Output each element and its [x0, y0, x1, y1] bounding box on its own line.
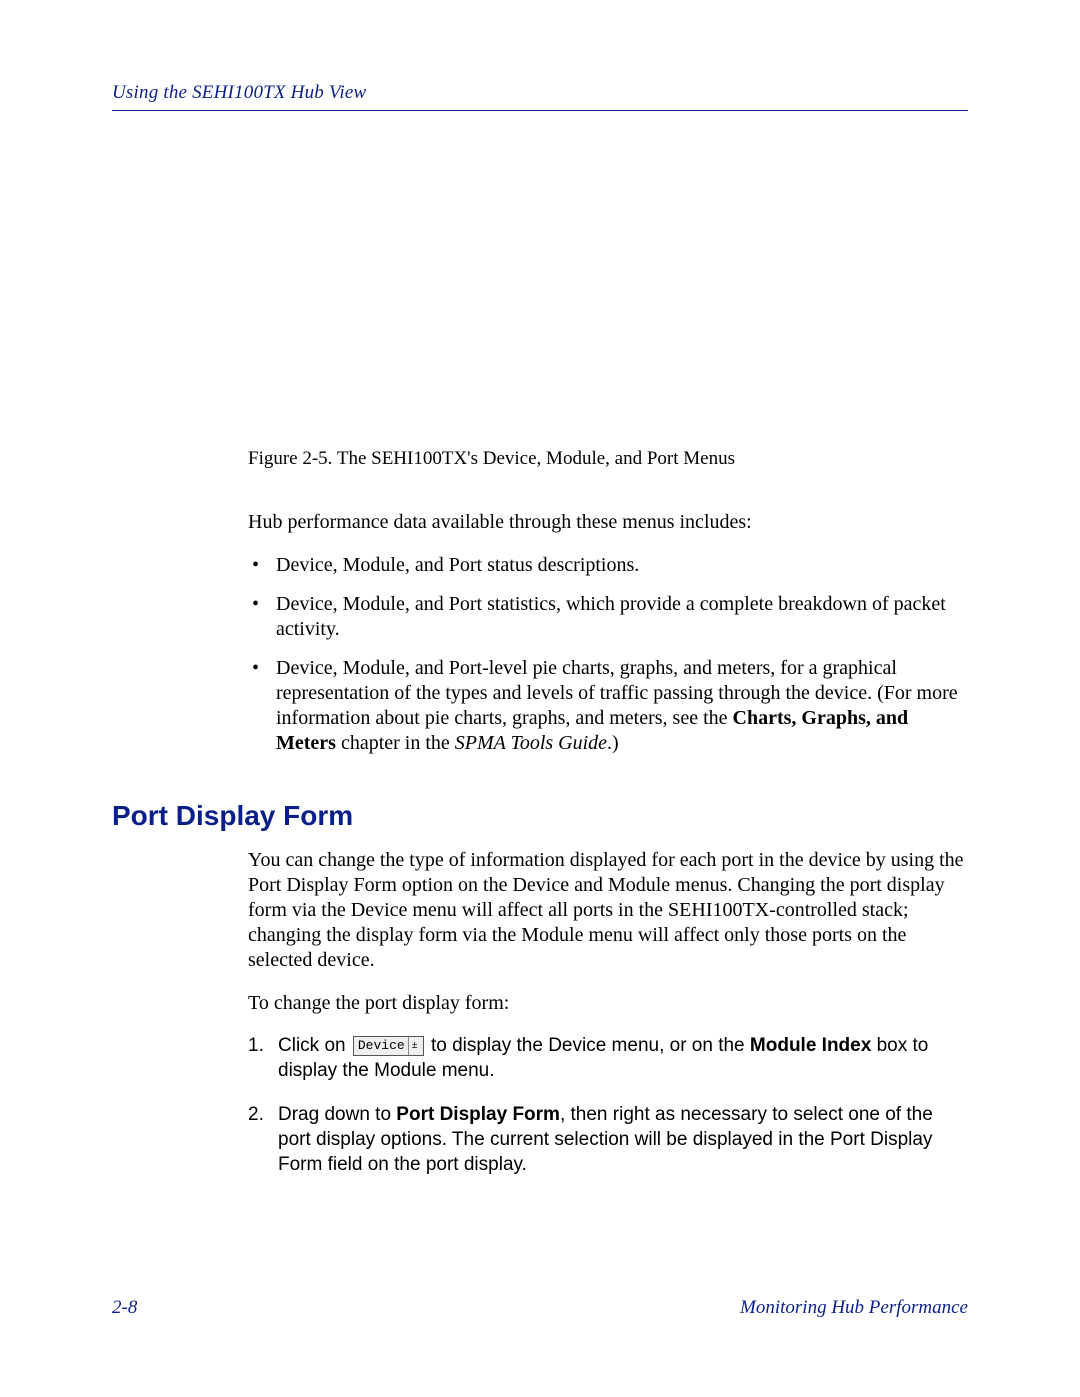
list-item: Device, Module, and Port-level pie chart…	[248, 656, 968, 756]
ordered-steps: Click on Device± to display the Device m…	[248, 1034, 968, 1177]
bullet-text: Device, Module, and Port statistics, whi…	[276, 593, 946, 640]
bullet-italic: SPMA Tools Guide	[455, 732, 607, 754]
intro-line: Hub performance data available through t…	[248, 510, 968, 535]
step-text: to display the Device menu, or on the	[426, 1035, 750, 1056]
list-item: Device, Module, and Port statistics, whi…	[248, 592, 968, 642]
step-bold: Port Display Form	[396, 1104, 560, 1125]
footer-title: Monitoring Hub Performance	[740, 1297, 968, 1319]
running-head: Using the SEHI100TX Hub View	[112, 82, 968, 104]
step-text: Drag down to	[278, 1104, 396, 1125]
paragraph: To change the port display form:	[248, 991, 968, 1016]
bullet-text: Device, Module, and Port status descript…	[276, 554, 639, 576]
bullet-text: .)	[607, 732, 619, 754]
document-page: Using the SEHI100TX Hub View Figure 2-5.…	[0, 0, 1080, 1397]
steps-block: Click on Device± to display the Device m…	[248, 1034, 968, 1177]
page-footer: 2-8 Monitoring Hub Performance	[112, 1297, 968, 1319]
section-body: You can change the type of information d…	[248, 848, 968, 1016]
paragraph: You can change the type of information d…	[248, 848, 968, 973]
step-bold: Module Index	[750, 1035, 871, 1056]
step-item: Drag down to Port Display Form, then rig…	[248, 1103, 968, 1177]
intro-block: Hub performance data available through t…	[248, 510, 968, 756]
page-content: Figure 2-5. The SEHI100TX's Device, Modu…	[112, 448, 968, 1197]
section-heading: Port Display Form	[112, 800, 968, 832]
page-number: 2-8	[112, 1297, 137, 1319]
figure-caption: Figure 2-5. The SEHI100TX's Device, Modu…	[248, 448, 968, 470]
step-item: Click on Device± to display the Device m…	[248, 1034, 968, 1083]
bullet-text: chapter in the	[336, 732, 455, 754]
step-text: Click on	[278, 1035, 351, 1056]
header-rule	[112, 110, 968, 112]
dropdown-icon: ±	[408, 1037, 421, 1055]
device-menu-button[interactable]: Device±	[353, 1036, 424, 1056]
list-item: Device, Module, and Port status descript…	[248, 553, 968, 578]
page-header: Using the SEHI100TX Hub View	[112, 82, 968, 120]
bullet-list: Device, Module, and Port status descript…	[248, 553, 968, 756]
